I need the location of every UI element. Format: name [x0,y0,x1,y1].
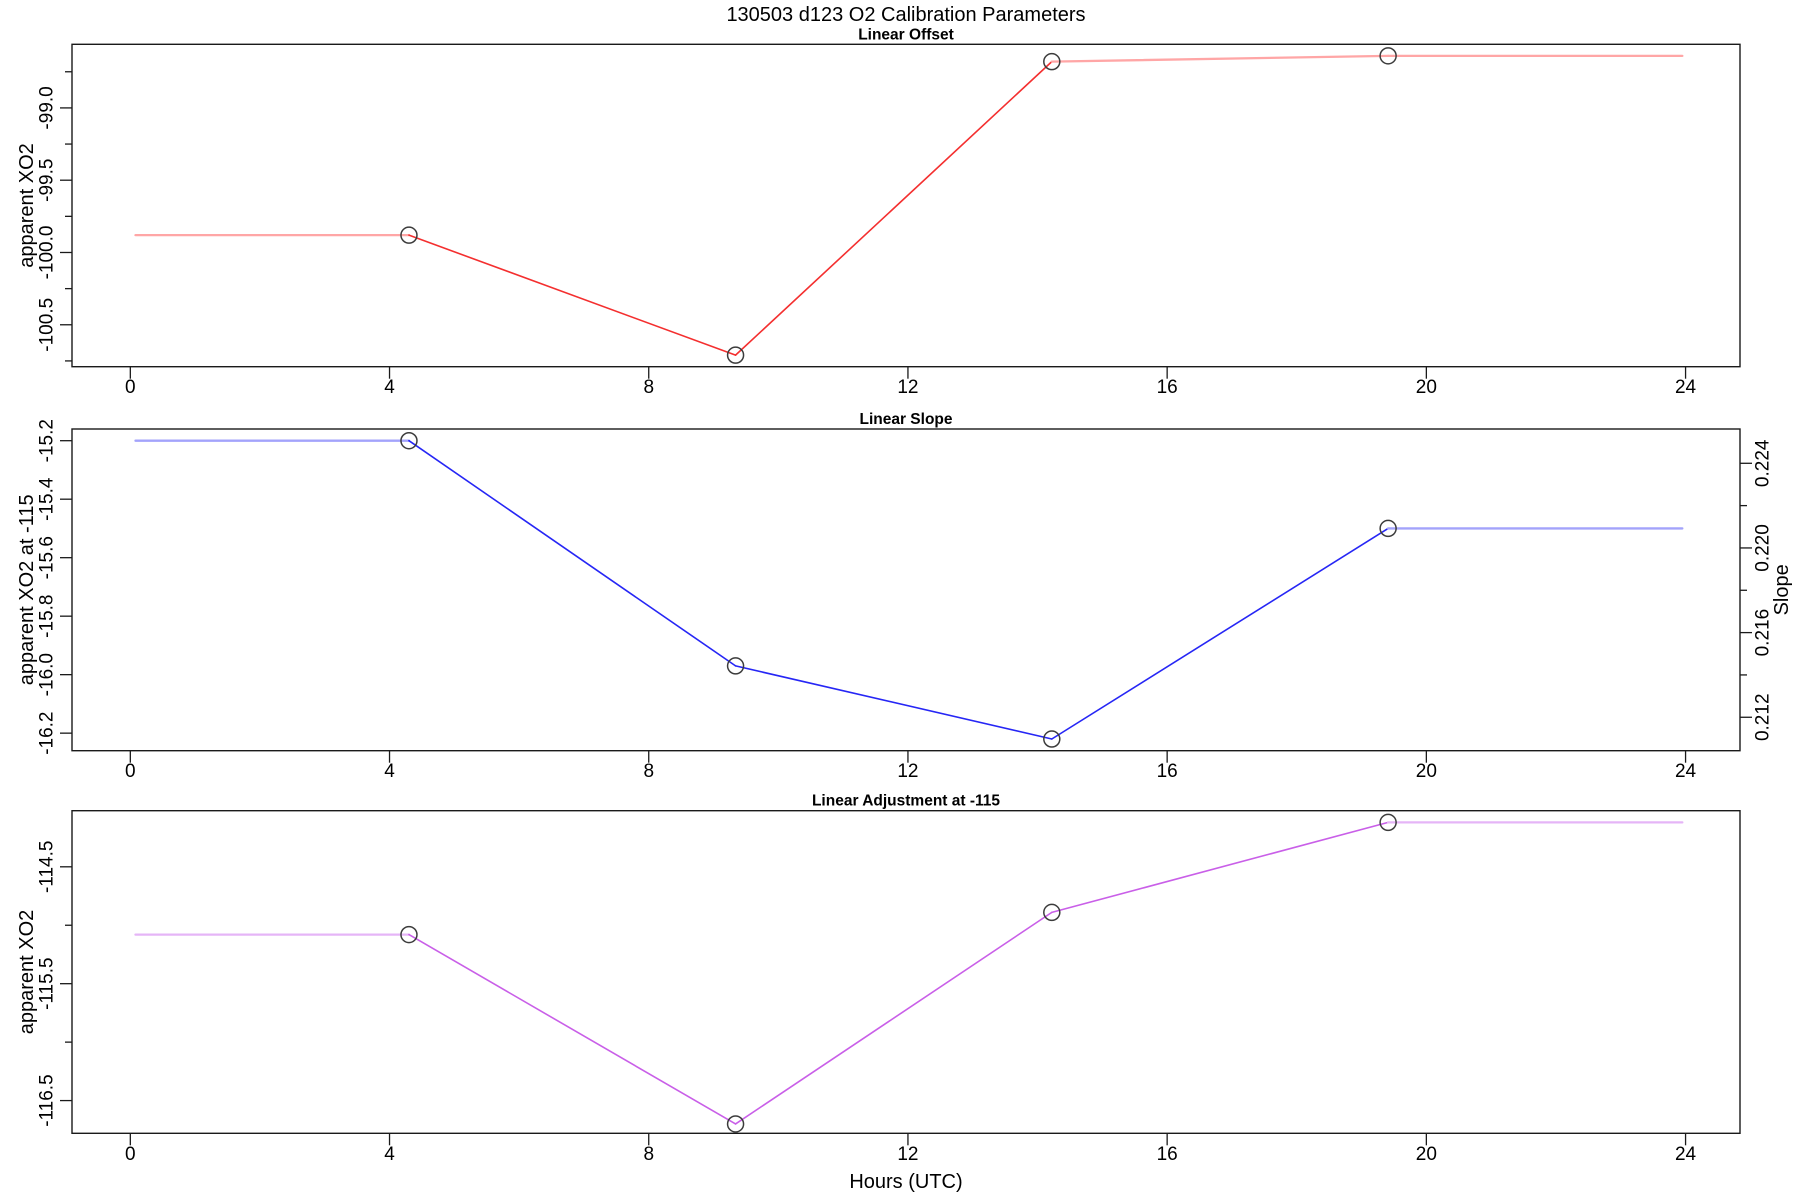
x-axis-tick-label: 24 [1675,761,1697,782]
y-axis-label: apparent XO2 [16,143,38,268]
data-point-marker [726,657,745,675]
x-axis-tick-label: 4 [384,377,395,398]
data-point-marker [400,226,418,244]
series-segment [1051,527,1389,740]
panel-box [71,428,1741,752]
data-point-marker [726,1115,745,1133]
x-axis-tick-label: 4 [384,761,395,782]
x-axis-tick-label: 20 [1416,761,1437,782]
y-axis-tick-label: -116.5 [37,1074,58,1126]
x-axis-tick-label: 24 [1675,377,1697,398]
y-axis-tick-label: -15.6 [37,536,58,579]
y-axis-tick-label: -115.5 [37,957,58,1009]
x-axis-tick-label: 8 [643,377,654,398]
series-segment [1051,821,1389,914]
y-axis-tick-label: -99.5 [37,159,58,202]
panel-title: Linear Adjustment at -115 [812,793,1000,810]
panel-box [71,810,1741,1135]
y-axis-tick-label: -16.2 [37,711,58,754]
y-axis-tick-label: -100.5 [37,298,58,352]
series-segment [1050,54,1390,63]
right-axis-tick-label: 0.216 [1753,609,1774,657]
panel-box [71,43,1741,368]
x-axis-tick-label: 0 [125,761,136,782]
series-segment [408,439,737,667]
series-segment [734,665,1053,740]
right-axis-tick-label: 0.212 [1753,693,1774,741]
data-point-marker [1379,47,1397,65]
x-axis-tick-label: 16 [1157,1144,1178,1165]
series-segment [408,234,737,356]
x-axis-tick-label: 4 [384,1144,395,1165]
x-axis-tick-label: 24 [1675,1144,1697,1165]
x-axis-tick-label: 12 [897,1144,918,1165]
right-axis-tick-label: 0.220 [1753,524,1774,572]
x-axis-label: Hours (UTC) [849,1171,962,1193]
series-segment [734,911,1053,1125]
y-axis-tick-label: -15.4 [37,477,58,521]
x-axis-tick-label: 8 [643,761,654,782]
data-point-marker [1043,903,1061,922]
x-axis-tick-label: 0 [125,377,136,398]
x-axis-tick-label: 12 [897,761,918,782]
x-axis-tick-label: 0 [125,1144,136,1165]
figure-title: 130503 d123 O2 Calibration Parameters [726,4,1085,26]
data-point-marker [400,431,418,450]
x-axis-tick-label: 16 [1157,761,1178,782]
x-axis-tick-label: 20 [1416,377,1437,398]
data-point-marker [1379,519,1397,538]
x-axis-tick-label: 12 [897,377,918,398]
x-axis-tick-label: 20 [1416,1144,1437,1165]
y-axis-label: apparent XO2 at -115 [16,494,38,685]
data-point-marker [1379,813,1397,832]
y-axis-label: apparent XO2 [16,910,38,1035]
y-axis-tick-label: -16.0 [37,653,58,696]
right-axis-tick-label: 0.224 [1753,439,1774,487]
series-segment [408,933,737,1125]
right-axis-label: Slope [1771,564,1793,615]
data-point-marker [1043,730,1061,748]
series-segment [734,60,1053,356]
data-point-marker [726,346,745,364]
x-axis-tick-label: 8 [643,1144,654,1165]
data-point-marker [400,925,418,944]
y-axis-tick-label: -114.5 [37,841,58,893]
y-axis-tick-label: -99.0 [37,86,58,129]
data-point-marker [1043,52,1061,71]
y-axis-tick-label: -15.2 [37,419,58,462]
y-axis-tick-label: -15.8 [37,595,58,638]
y-axis-tick-label: -100.0 [37,226,58,280]
x-axis-tick-label: 16 [1157,377,1178,398]
panel-title: Linear Offset [858,26,954,43]
panel-title: Linear Slope [859,411,952,428]
